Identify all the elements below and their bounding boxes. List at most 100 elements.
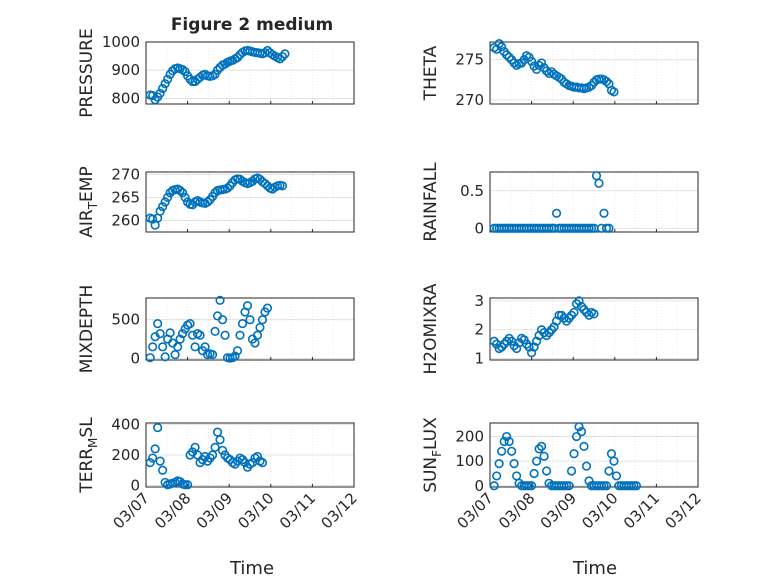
data-point xyxy=(217,315,228,325)
y-axis-label: THETA xyxy=(421,45,441,101)
data-point xyxy=(275,54,285,64)
data-point xyxy=(599,208,609,218)
y-tick-label: 100 xyxy=(455,452,484,470)
y-tick-label: 270 xyxy=(111,165,140,183)
data-point xyxy=(180,192,190,202)
y-tick-label: 1 xyxy=(474,350,484,368)
data-point xyxy=(492,471,502,481)
y-axis-label-subscript: F xyxy=(430,450,444,457)
data-point xyxy=(497,42,507,52)
data-point xyxy=(178,329,188,339)
y-axis-label: SUNFLUX xyxy=(421,417,444,493)
data-point xyxy=(155,456,165,466)
y-tick-label: 200 xyxy=(455,428,484,446)
axes-box xyxy=(489,422,699,488)
data-point xyxy=(230,351,240,361)
data-point xyxy=(534,60,544,70)
data-point xyxy=(601,481,612,491)
data-point xyxy=(252,330,263,340)
figure-title: Figure 2 medium xyxy=(171,15,333,35)
y-axis-label: H2OMIXRA xyxy=(421,283,441,374)
data-point xyxy=(252,451,263,462)
data-point xyxy=(163,192,173,202)
data-point xyxy=(609,456,619,466)
y-tick-label: 270 xyxy=(455,91,484,109)
data-point xyxy=(594,178,604,188)
y-tick-label: 0 xyxy=(474,477,484,495)
data-point xyxy=(260,178,270,189)
y-tick-label: 2 xyxy=(474,321,484,339)
data-point xyxy=(245,315,255,325)
x-axis-label-right: Time xyxy=(572,558,617,579)
y-tick-label: 265 xyxy=(111,188,140,206)
data-point xyxy=(257,458,268,468)
data-point xyxy=(200,342,210,352)
data-point xyxy=(155,88,165,98)
data-point xyxy=(158,342,168,352)
data-point xyxy=(604,466,614,476)
y-tick-label: 1000 xyxy=(102,33,140,51)
data-point xyxy=(539,451,549,461)
data-point xyxy=(509,459,519,469)
data-point xyxy=(571,431,582,442)
y-tick-label: 0 xyxy=(130,476,140,494)
y-tick-label: 800 xyxy=(111,89,140,107)
y-tick-label: 3 xyxy=(474,292,484,310)
data-point xyxy=(242,301,253,311)
data-point xyxy=(611,471,622,481)
data-point xyxy=(584,476,594,486)
data-point xyxy=(526,56,537,66)
y-tick-label: 260 xyxy=(111,211,140,229)
y-axis-label: AIRTEMP xyxy=(77,166,100,237)
y-axis-label-main: AIR xyxy=(77,209,97,238)
data-point xyxy=(534,444,544,454)
axes-box xyxy=(145,422,355,488)
y-axis-label-rest: EMP xyxy=(77,166,97,202)
data-point xyxy=(190,342,200,352)
data-point xyxy=(155,329,165,339)
subplot-pressure: 800 900 1000 PRESSURE xyxy=(77,28,355,118)
data-point xyxy=(155,206,165,216)
subplot-theta: 270 275 THETA xyxy=(421,39,699,109)
axes-box xyxy=(145,41,355,105)
data-point xyxy=(158,465,168,475)
data-point xyxy=(232,346,243,356)
y-tick-label: 900 xyxy=(111,61,140,79)
data-point xyxy=(183,480,193,490)
data-point xyxy=(237,318,248,329)
data-point xyxy=(569,449,579,459)
y-tick-label: 200 xyxy=(111,446,140,464)
data-point xyxy=(531,456,542,466)
data-point xyxy=(536,58,547,68)
data-point xyxy=(148,342,158,352)
data-point xyxy=(160,79,170,89)
y-tick-label: 500 xyxy=(111,311,140,329)
data-point xyxy=(631,481,642,491)
data-point xyxy=(566,466,577,476)
data-point xyxy=(160,197,170,207)
data-point xyxy=(173,342,183,352)
y-axis-label-rest: SL xyxy=(77,417,97,438)
data-point xyxy=(202,197,213,207)
y-tick-label: 275 xyxy=(455,51,484,69)
data-point xyxy=(589,309,599,319)
data-point xyxy=(504,436,514,447)
data-point xyxy=(210,326,220,336)
data-point xyxy=(207,349,218,360)
data-point xyxy=(502,50,512,60)
data-point xyxy=(153,422,163,433)
data-point xyxy=(220,330,230,340)
data-point xyxy=(215,295,225,305)
data-point xyxy=(262,303,273,313)
data-point xyxy=(277,181,288,191)
data-point xyxy=(499,436,509,447)
data-point xyxy=(158,202,168,212)
y-tick-label: 0.5 xyxy=(460,182,484,200)
data-point xyxy=(250,338,260,348)
data-point xyxy=(175,185,185,196)
data-point xyxy=(609,87,619,97)
data-point xyxy=(255,322,265,333)
data-point xyxy=(178,65,188,75)
